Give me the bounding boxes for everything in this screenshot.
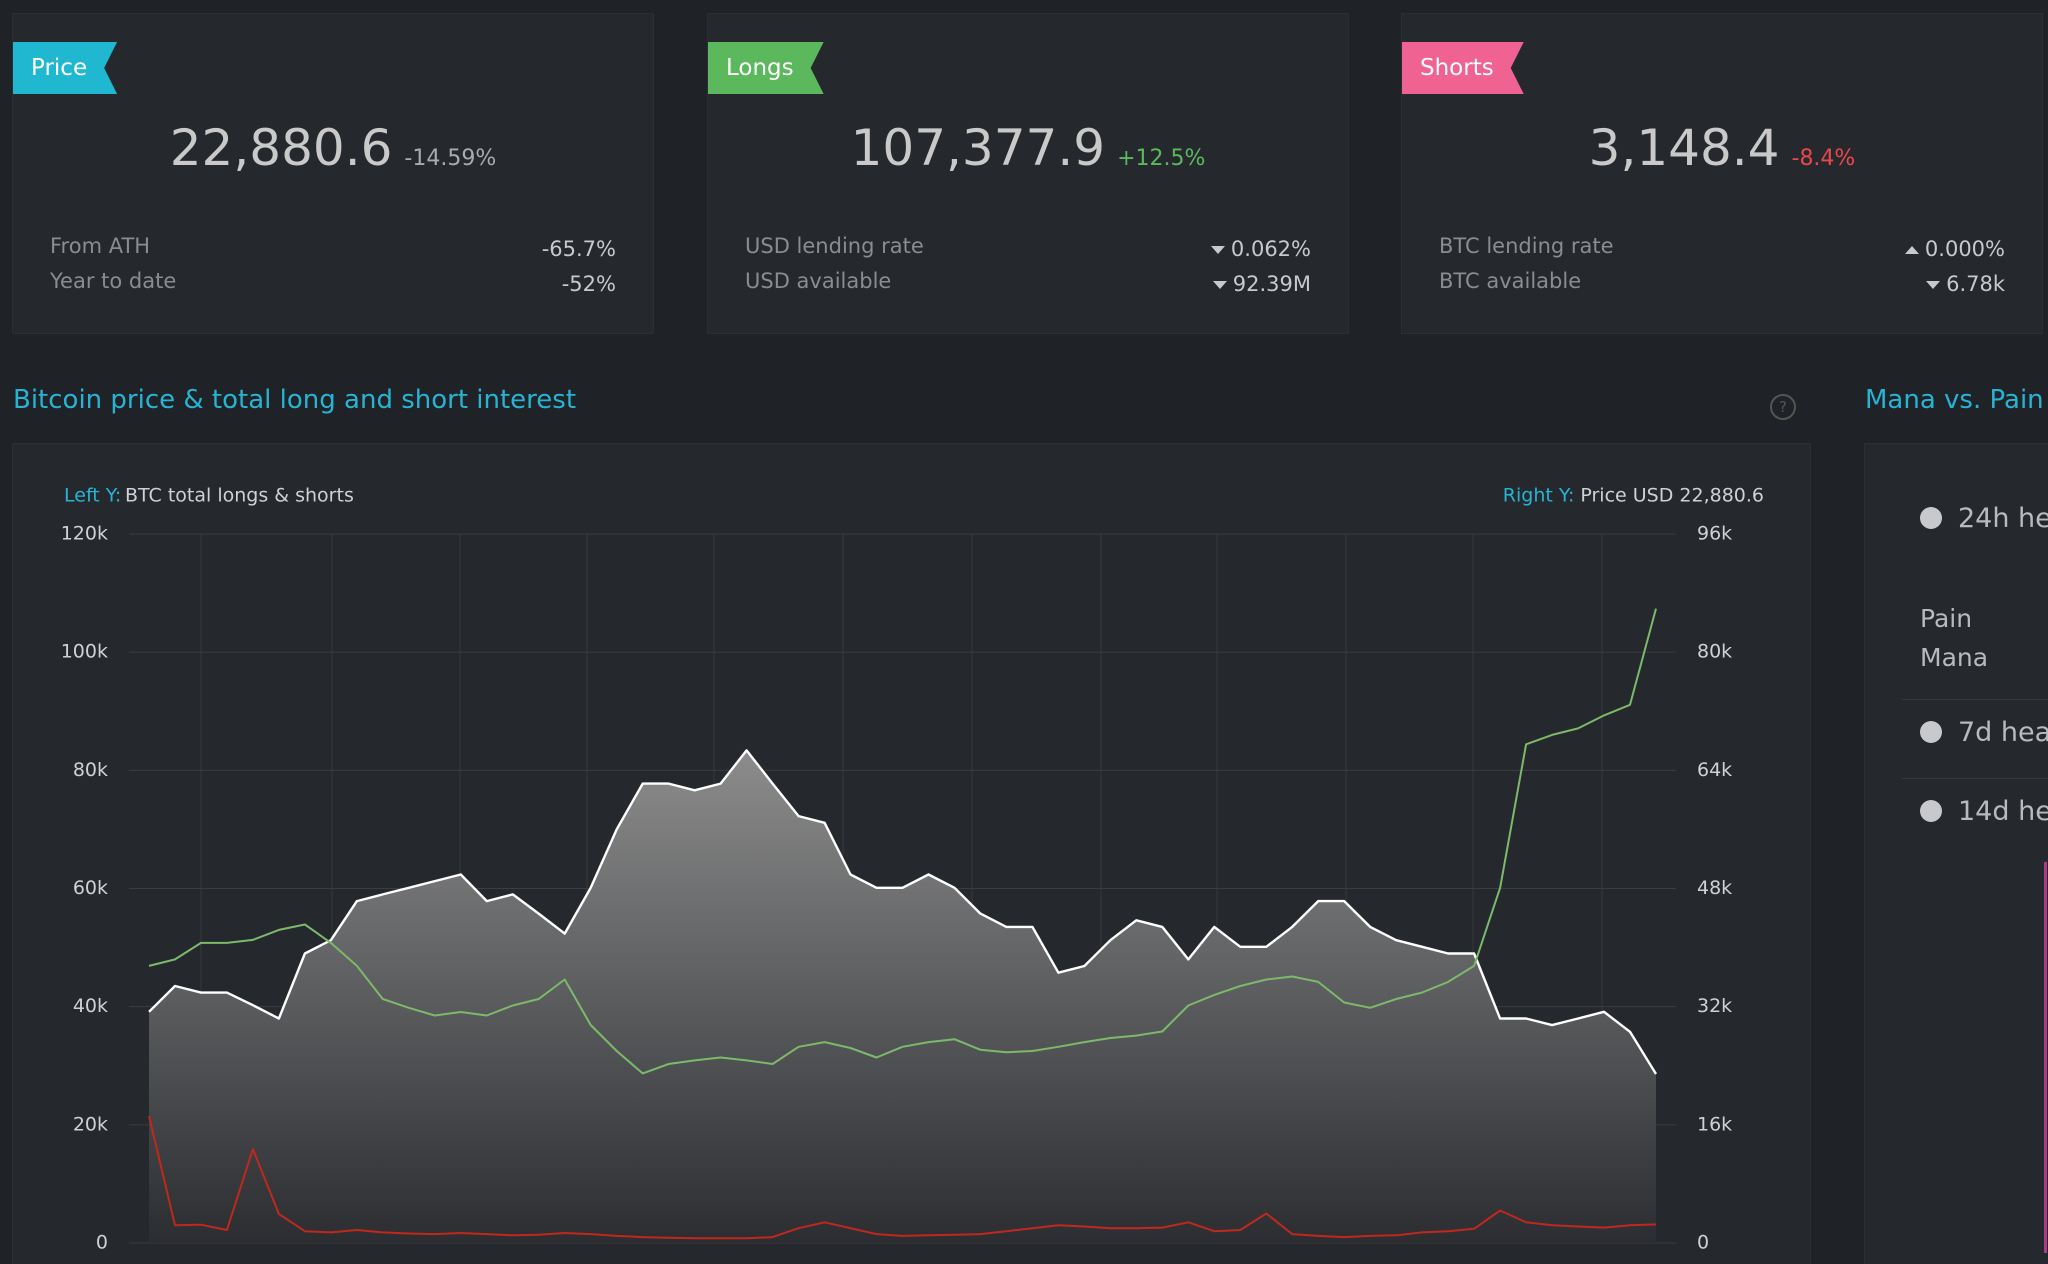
row-value: -65.7% [541, 237, 616, 261]
card-tag: Shorts [1402, 42, 1524, 94]
y-tick-label: 120k [61, 523, 108, 545]
card-row: Year to date -52% [50, 269, 616, 296]
area [149, 750, 1656, 1243]
card-tag: Price [13, 42, 117, 94]
side-label: Mana [1920, 643, 1989, 672]
card-row: From ATH -65.7% [50, 234, 616, 261]
axis-label: Price USD 22,880.6 [1580, 485, 1764, 507]
side-bar [2044, 862, 2047, 1253]
line [148, 608, 1657, 1075]
side-item[interactable]: 24h he [1920, 503, 2048, 534]
y2-tick-label: 32k [1697, 995, 1732, 1017]
card-row: USD lending rate 0.062% [745, 234, 1311, 261]
stat-card: Shorts 3,148.4 -8.4% BTC lending rate 0.000%… [1402, 14, 2042, 333]
stat-card: Price 22,880.6 -14.59% From ATH -65.7% Year t… [13, 14, 653, 333]
row-label: BTC lending rate [1439, 234, 1614, 258]
row-value: 0.062% [1211, 237, 1311, 261]
separator [1902, 699, 2048, 700]
y2-tick-label: 16k [1697, 1113, 1732, 1135]
separator [1902, 778, 2048, 779]
card-row: BTC lending rate 0.000% [1439, 234, 2005, 261]
row-label: BTC available [1439, 269, 1582, 293]
y2-tick-label: 80k [1697, 641, 1732, 663]
line [148, 1115, 1657, 1240]
card-value-wrap: 22,880.6 -14.59% [13, 119, 653, 177]
row-label: Year to date [50, 269, 177, 293]
card-change: -14.59% [404, 146, 497, 171]
card-value: 3,148.4 [1588, 119, 1780, 177]
side-item-label: 24h he [1958, 503, 2048, 534]
axis-prefix: Right Y: [1503, 485, 1575, 507]
y2-tick-label: 0 [1697, 1232, 1709, 1254]
row-label: USD available [745, 269, 892, 293]
y-tick-label: 20k [73, 1113, 108, 1135]
y2-tick-label: 64k [1697, 759, 1732, 781]
y-tick-label: 80k [73, 759, 108, 781]
side-item-label: 7d hea [1958, 717, 2048, 748]
y-tick-label: 0 [96, 1232, 108, 1254]
card-value: 22,880.6 [169, 119, 393, 177]
line [148, 749, 1658, 1075]
card-row: USD available 92.39M [745, 269, 1311, 296]
card-row: BTC available 6.78k [1439, 269, 2005, 296]
chart-title: Bitcoin price & total long and short int… [13, 385, 577, 415]
card-value-wrap: 107,377.9 +12.5% [708, 119, 1348, 177]
side-item[interactable]: 14d he [1920, 796, 2048, 827]
row-value: 0.000% [1905, 237, 2005, 261]
y-tick-label: 100k [61, 641, 108, 663]
side-title: Mana vs. Pain [1865, 385, 2044, 415]
side-item[interactable]: 7d hea [1920, 717, 2048, 748]
card-value-wrap: 3,148.4 -8.4% [1402, 119, 2042, 177]
side-label: Pain [1920, 604, 1973, 633]
card-change: -8.4% [1791, 146, 1856, 171]
y-tick-label: 40k [73, 995, 108, 1017]
row-label: From ATH [50, 234, 151, 258]
axis-label: BTC total longs & shorts [125, 485, 354, 507]
card-value: 107,377.9 [850, 119, 1106, 177]
stat-card: Longs 107,377.9 +12.5% USD lending rate 0.06… [708, 14, 1348, 333]
row-value: 92.39M [1213, 272, 1311, 296]
row-value: -52% [561, 272, 616, 296]
y2-tick-label: 96k [1697, 523, 1732, 545]
axis-prefix: Left Y: [64, 485, 121, 507]
help-icon[interactable]: ? [1770, 394, 1796, 420]
side-panel [1865, 444, 2048, 1264]
card-change: +12.5% [1117, 146, 1206, 171]
card-tag: Longs [708, 42, 824, 94]
row-value: 6.78k [1926, 272, 2005, 296]
y-tick-label: 60k [73, 877, 108, 899]
y2-tick-label: 48k [1697, 877, 1732, 899]
row-label: USD lending rate [745, 234, 924, 258]
side-item-label: 14d he [1958, 796, 2048, 827]
